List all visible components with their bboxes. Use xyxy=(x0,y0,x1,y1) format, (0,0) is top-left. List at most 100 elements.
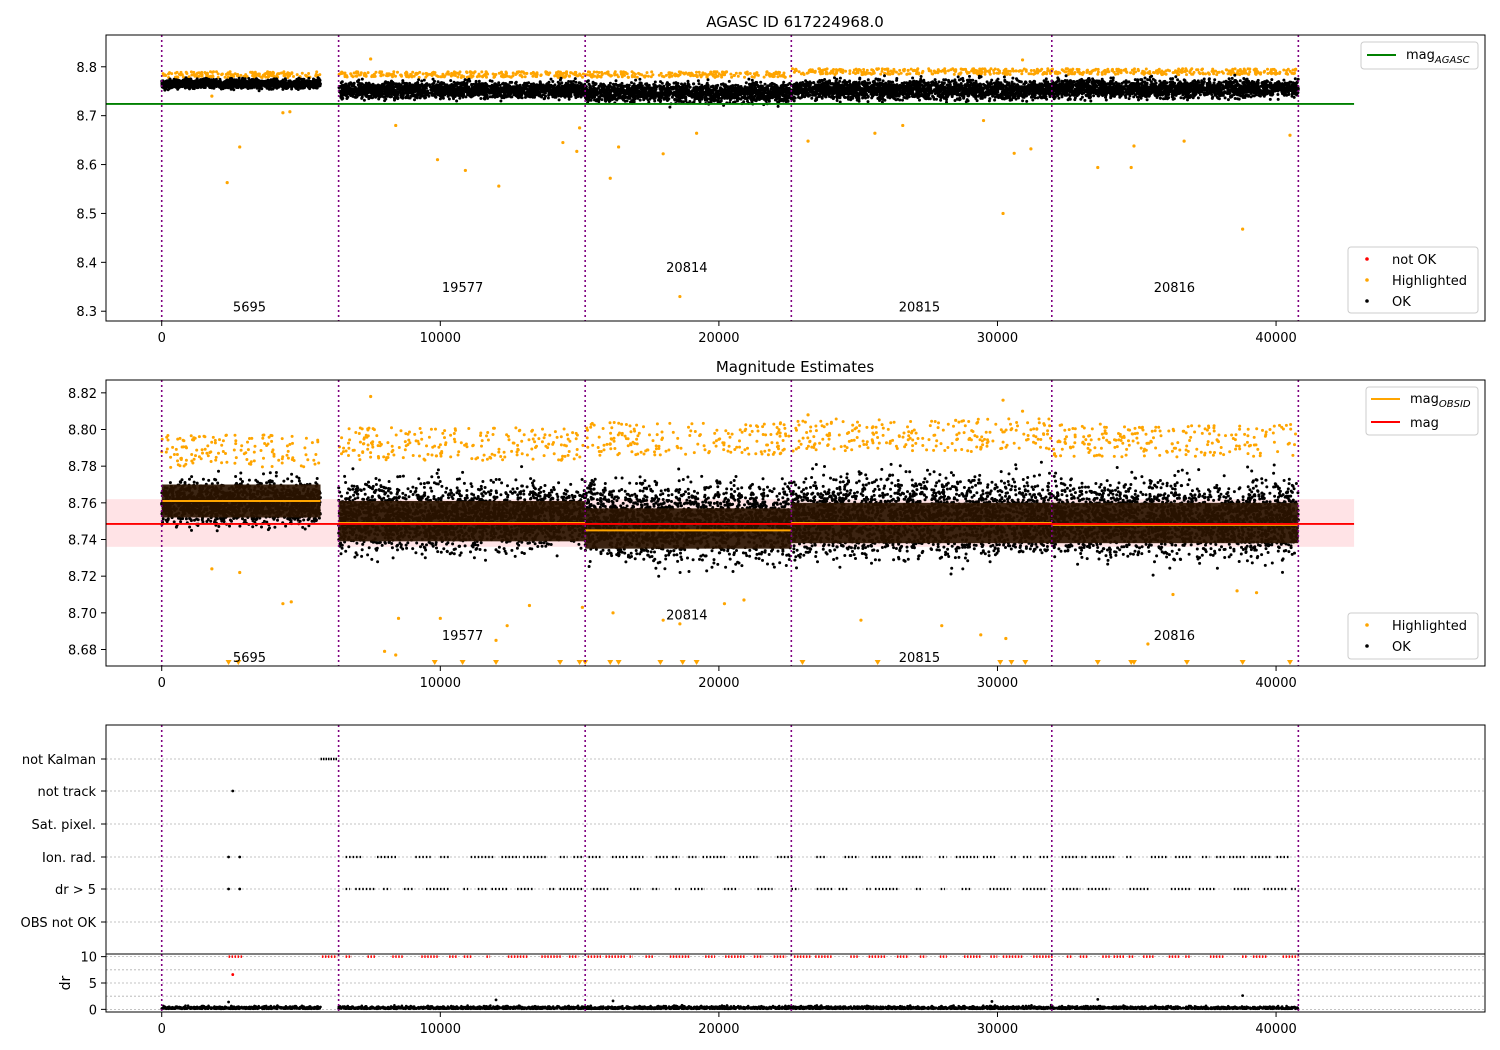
highlighted-point xyxy=(1129,71,1133,75)
ok-point xyxy=(360,77,364,81)
highlighted-point xyxy=(1091,69,1095,73)
highlighted-point xyxy=(380,70,384,74)
ok-point xyxy=(538,87,542,91)
highlighted-point xyxy=(879,72,883,76)
ok-point xyxy=(479,97,483,100)
highlighted-point xyxy=(1226,72,1230,76)
highlighted-point xyxy=(349,72,353,76)
ok-point xyxy=(559,76,563,80)
ok-point xyxy=(574,80,578,84)
ok-point xyxy=(230,86,234,90)
ok-point xyxy=(551,80,555,83)
ok-point xyxy=(451,85,455,89)
highlighted-point xyxy=(189,70,193,74)
highlighted-point xyxy=(723,73,727,77)
highlighted-point xyxy=(662,75,666,79)
highlighted-point xyxy=(885,67,889,71)
ok-point xyxy=(349,88,353,92)
highlighted-point xyxy=(418,70,422,74)
ok-point xyxy=(435,83,439,87)
highlighted-point xyxy=(739,71,742,75)
highlighted-point xyxy=(518,73,522,77)
highlighted-point xyxy=(1014,69,1018,73)
highlighted-point xyxy=(595,75,599,79)
highlighted-point xyxy=(1012,69,1015,73)
highlighted-point xyxy=(394,74,397,78)
highlighted-point xyxy=(216,72,220,76)
highlighted-point xyxy=(316,74,320,77)
ok-point xyxy=(405,95,408,99)
ok-point xyxy=(175,78,179,82)
highlighted-point xyxy=(891,72,895,76)
ok-point xyxy=(526,93,530,97)
highlighted-point xyxy=(736,74,740,78)
highlighted-point xyxy=(1192,70,1196,74)
highlighted-point xyxy=(954,68,958,72)
highlighted-point xyxy=(1173,70,1177,74)
highlighted-point xyxy=(992,69,996,72)
highlighted-point xyxy=(1162,72,1166,76)
highlighted-point xyxy=(732,74,736,77)
highlighted-point xyxy=(229,72,233,76)
ok-point xyxy=(476,93,480,97)
highlighted-point xyxy=(805,71,809,75)
highlighted-point xyxy=(865,68,869,72)
highlighted-point xyxy=(797,70,801,74)
ok-point xyxy=(448,91,452,95)
highlighted-point xyxy=(972,71,976,75)
highlighted-point xyxy=(261,73,265,77)
highlighted-point xyxy=(168,71,171,75)
ok-point xyxy=(352,83,356,87)
highlighted-point xyxy=(939,69,943,73)
ok-point xyxy=(574,88,578,92)
highlighted-point xyxy=(603,71,607,75)
highlighted-point xyxy=(216,75,220,79)
ok-point xyxy=(540,94,544,98)
ok-point xyxy=(443,83,447,87)
highlighted-point xyxy=(591,73,594,76)
highlighted-point xyxy=(351,75,355,79)
ok-point xyxy=(218,80,222,84)
highlighted-point xyxy=(697,70,701,74)
ok-point xyxy=(483,85,487,89)
highlighted-point xyxy=(1274,69,1278,73)
highlighted-point xyxy=(545,72,549,76)
ok-point xyxy=(415,96,419,100)
highlighted-point xyxy=(838,67,842,71)
highlighted-point xyxy=(483,73,487,76)
ok-point xyxy=(367,97,371,101)
highlighted-point xyxy=(860,72,864,76)
ok-point xyxy=(401,96,405,99)
highlighted-point xyxy=(1017,69,1021,73)
highlighted-point xyxy=(651,73,655,77)
ok-point xyxy=(554,93,557,97)
highlighted-point xyxy=(633,72,637,76)
ok-point xyxy=(561,88,565,92)
highlighted-point xyxy=(1024,69,1028,73)
ok-point xyxy=(244,84,248,88)
ok-point xyxy=(557,94,561,98)
ok-point xyxy=(360,95,364,99)
ok-point xyxy=(242,83,246,86)
highlighted-point xyxy=(1274,72,1278,76)
ok-point xyxy=(528,85,532,89)
ok-point xyxy=(498,90,502,94)
highlighted-point xyxy=(1155,69,1158,73)
highlighted-point xyxy=(304,74,308,78)
highlighted-point xyxy=(435,74,439,78)
highlighted-point xyxy=(343,73,347,77)
highlighted-point xyxy=(1288,69,1292,73)
highlighted-point xyxy=(1071,67,1075,71)
ok-point xyxy=(382,95,386,99)
ok-point xyxy=(204,78,208,82)
ok-point xyxy=(542,97,546,101)
ok-point xyxy=(362,98,366,102)
ok-point xyxy=(360,85,364,89)
ok-point xyxy=(569,80,573,84)
highlighted-point xyxy=(502,75,506,79)
ok-point xyxy=(377,93,381,97)
highlighted-point xyxy=(539,73,543,77)
highlighted-point xyxy=(1204,72,1207,76)
ok-point xyxy=(162,83,166,87)
ok-point xyxy=(339,94,343,98)
